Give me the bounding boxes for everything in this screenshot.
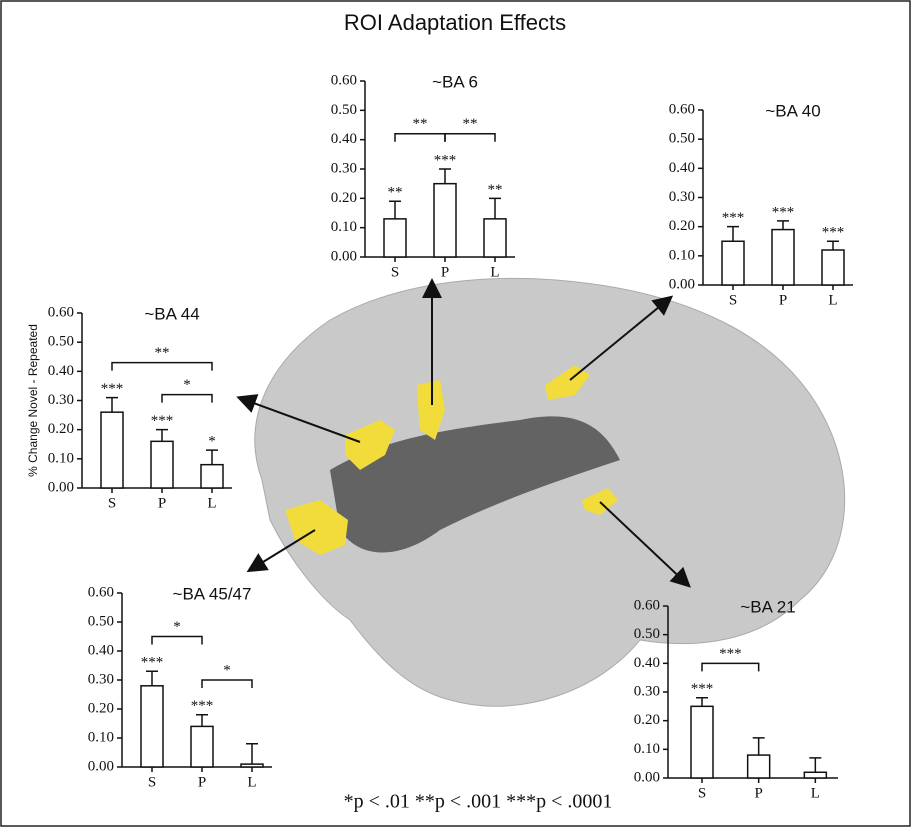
bracket-label: *** [719,646,742,662]
significance-label: *** [722,210,745,226]
x-tick-label: L [828,292,837,308]
significance-label: *** [434,152,457,168]
y-tick-label: 0.40 [48,363,74,379]
significance-label: *** [772,204,795,220]
x-tick-label: S [108,495,116,511]
significance-label: * [208,434,216,450]
significance-label: ** [488,182,503,198]
y-tick-label: 0.30 [88,671,114,687]
y-tick-label: 0.60 [48,304,74,320]
bar [772,230,794,285]
x-tick-label: S [148,774,156,790]
y-tick-label: 0.10 [331,219,357,235]
bar [822,250,844,285]
page: {"title": "ROI Adaptation Effects", "foo… [0,0,911,827]
y-tick-label: 0.60 [88,584,114,600]
footnote: *p < .01 **p < .001 ***p < .0001 [344,791,613,813]
bar [101,412,123,488]
bar [191,726,213,767]
y-tick-label: 0.40 [88,642,114,658]
y-tick-label: 0.00 [88,758,114,774]
x-tick-label: L [207,495,216,511]
y-tick-label: 0.30 [48,392,74,408]
x-tick-label: L [811,785,820,801]
x-tick-label: L [247,774,256,790]
significance-label: *** [191,698,214,714]
bar [201,465,223,488]
significance-label: *** [151,413,174,429]
significance-label: *** [141,655,164,671]
bracket-label: ** [463,116,478,132]
y-tick-label: 0.00 [331,248,357,264]
y-tick-label: 0.40 [669,160,695,176]
y-tick-label: 0.10 [88,729,114,745]
bracket-label: * [173,619,181,635]
y-tick-label: 0.20 [634,712,660,728]
y-tick-label: 0.60 [634,597,660,613]
bar [384,219,406,257]
bar [691,706,713,778]
y-tick-label: 0.50 [669,131,695,147]
bar [241,764,263,767]
bracket-label: ** [155,345,170,361]
x-tick-label: L [490,264,499,280]
x-tick-label: S [391,264,399,280]
y-tick-label: 0.00 [634,769,660,785]
y-tick-label: 0.40 [331,131,357,147]
y-tick-label: 0.50 [634,626,660,642]
y-tick-label: 0.30 [634,683,660,699]
chart-title: ~BA 45/47 [173,584,252,603]
bracket-label: * [183,377,191,393]
x-tick-label: P [441,264,449,280]
y-tick-label: 0.60 [669,101,695,117]
chart-title: ~BA 40 [765,101,820,120]
x-tick-label: P [779,292,787,308]
chart-title: ~BA 6 [432,72,478,91]
bar [722,241,744,285]
y-tick-label: 0.10 [48,450,74,466]
y-tick-label: 0.00 [669,276,695,292]
y-tick-label: 0.60 [331,72,357,88]
bracket-label: * [223,662,231,678]
y-tick-label: 0.20 [331,190,357,206]
bar [434,184,456,257]
chart-title: ~BA 44 [144,304,199,323]
x-tick-label: S [729,292,737,308]
y-tick-label: 0.10 [634,741,660,757]
bar [804,772,826,778]
chart-title: ~BA 21 [740,597,795,616]
significance-label: *** [691,681,714,697]
y-axis-label: % Change Novel - Repeated [26,324,40,477]
significance-label: *** [822,225,845,241]
y-tick-label: 0.20 [88,700,114,716]
figure: ROI Adaptation Effects *p < .01 **p < .0… [0,0,911,827]
y-tick-label: 0.50 [331,102,357,118]
y-tick-label: 0.30 [669,189,695,205]
y-tick-label: 0.00 [48,479,74,495]
bar [484,219,506,257]
y-tick-label: 0.10 [669,247,695,263]
y-tick-label: 0.20 [48,421,74,437]
bar [141,686,163,767]
y-tick-label: 0.40 [634,655,660,671]
y-tick-label: 0.50 [48,334,74,350]
x-tick-label: P [754,785,762,801]
x-tick-label: S [698,785,706,801]
y-tick-label: 0.30 [331,160,357,176]
bracket-label: ** [413,116,428,132]
y-tick-label: 0.20 [669,218,695,234]
x-tick-label: P [198,774,206,790]
significance-label: ** [388,185,403,201]
significance-label: *** [101,381,124,397]
figure-title: ROI Adaptation Effects [344,10,566,35]
x-tick-label: P [158,495,166,511]
bar [748,755,770,778]
y-tick-label: 0.50 [88,613,114,629]
bar [151,441,173,488]
